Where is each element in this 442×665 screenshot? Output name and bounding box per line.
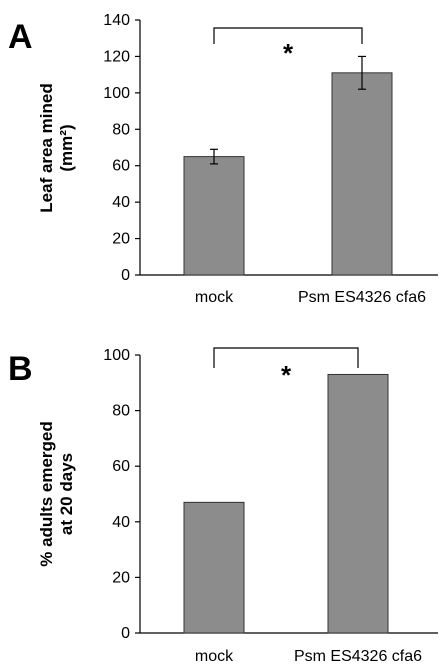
y-tick-label-a: 40 — [112, 194, 130, 211]
y-tick-label-a: 140 — [103, 12, 130, 29]
y-tick-label-b: 100 — [103, 347, 130, 364]
y-axis-label-line-b: at 20 days — [57, 453, 76, 535]
category-label-a-1: Psm ES4326 cfa6 — [298, 289, 426, 306]
y-axis-label-line-b: % adults emerged — [37, 421, 56, 567]
panel-a-chart: A 0 20 40 60 80 100 120 140 mock Psm ES4326 cfa6 * L… — [8, 12, 438, 306]
bar-a-0 — [183, 156, 245, 276]
y-axis-label-a: Leaf area mined(mm²) — [37, 83, 76, 212]
significance-star-a: * — [283, 38, 294, 68]
bar-b-0 — [183, 501, 245, 634]
category-label-b-0: mock — [195, 648, 234, 665]
y-tick-label-a: 60 — [112, 158, 130, 175]
y-tick-label-b: 60 — [112, 458, 130, 475]
y-tick-label-a: 80 — [112, 121, 130, 138]
y-tick-label-b: 40 — [112, 514, 130, 531]
y-tick-label-b: 0 — [121, 625, 130, 642]
y-tick-label-a: 120 — [103, 48, 130, 65]
category-label-a-0: mock — [195, 289, 234, 306]
bar-b-1 — [327, 373, 389, 634]
bar-a-1 — [331, 72, 393, 276]
y-axis-label-line-a: Leaf area mined — [37, 83, 56, 212]
y-tick-label-a: 0 — [121, 267, 130, 284]
y-axis-label-line-a: (mm²) — [57, 124, 76, 171]
panel-b-chart: B 0 20 40 60 80 100 mock Psm ES4326 cfa6 * % adult… — [8, 347, 438, 665]
y-axis-label-b: % adults emergedat 20 days — [37, 421, 76, 567]
significance-bracket-b — [213, 347, 359, 368]
panel-letter-a: A — [8, 18, 33, 56]
y-tick-label-a: 100 — [103, 85, 130, 102]
significance-star-b: * — [281, 360, 292, 390]
y-tick-label-a: 20 — [112, 231, 130, 248]
panel-letter-b: B — [8, 350, 33, 388]
y-tick-label-b: 80 — [112, 403, 130, 420]
y-tick-label-b: 20 — [112, 569, 130, 586]
category-label-b-1: Psm ES4326 cfa6 — [294, 648, 422, 665]
significance-bracket-a — [213, 27, 363, 44]
